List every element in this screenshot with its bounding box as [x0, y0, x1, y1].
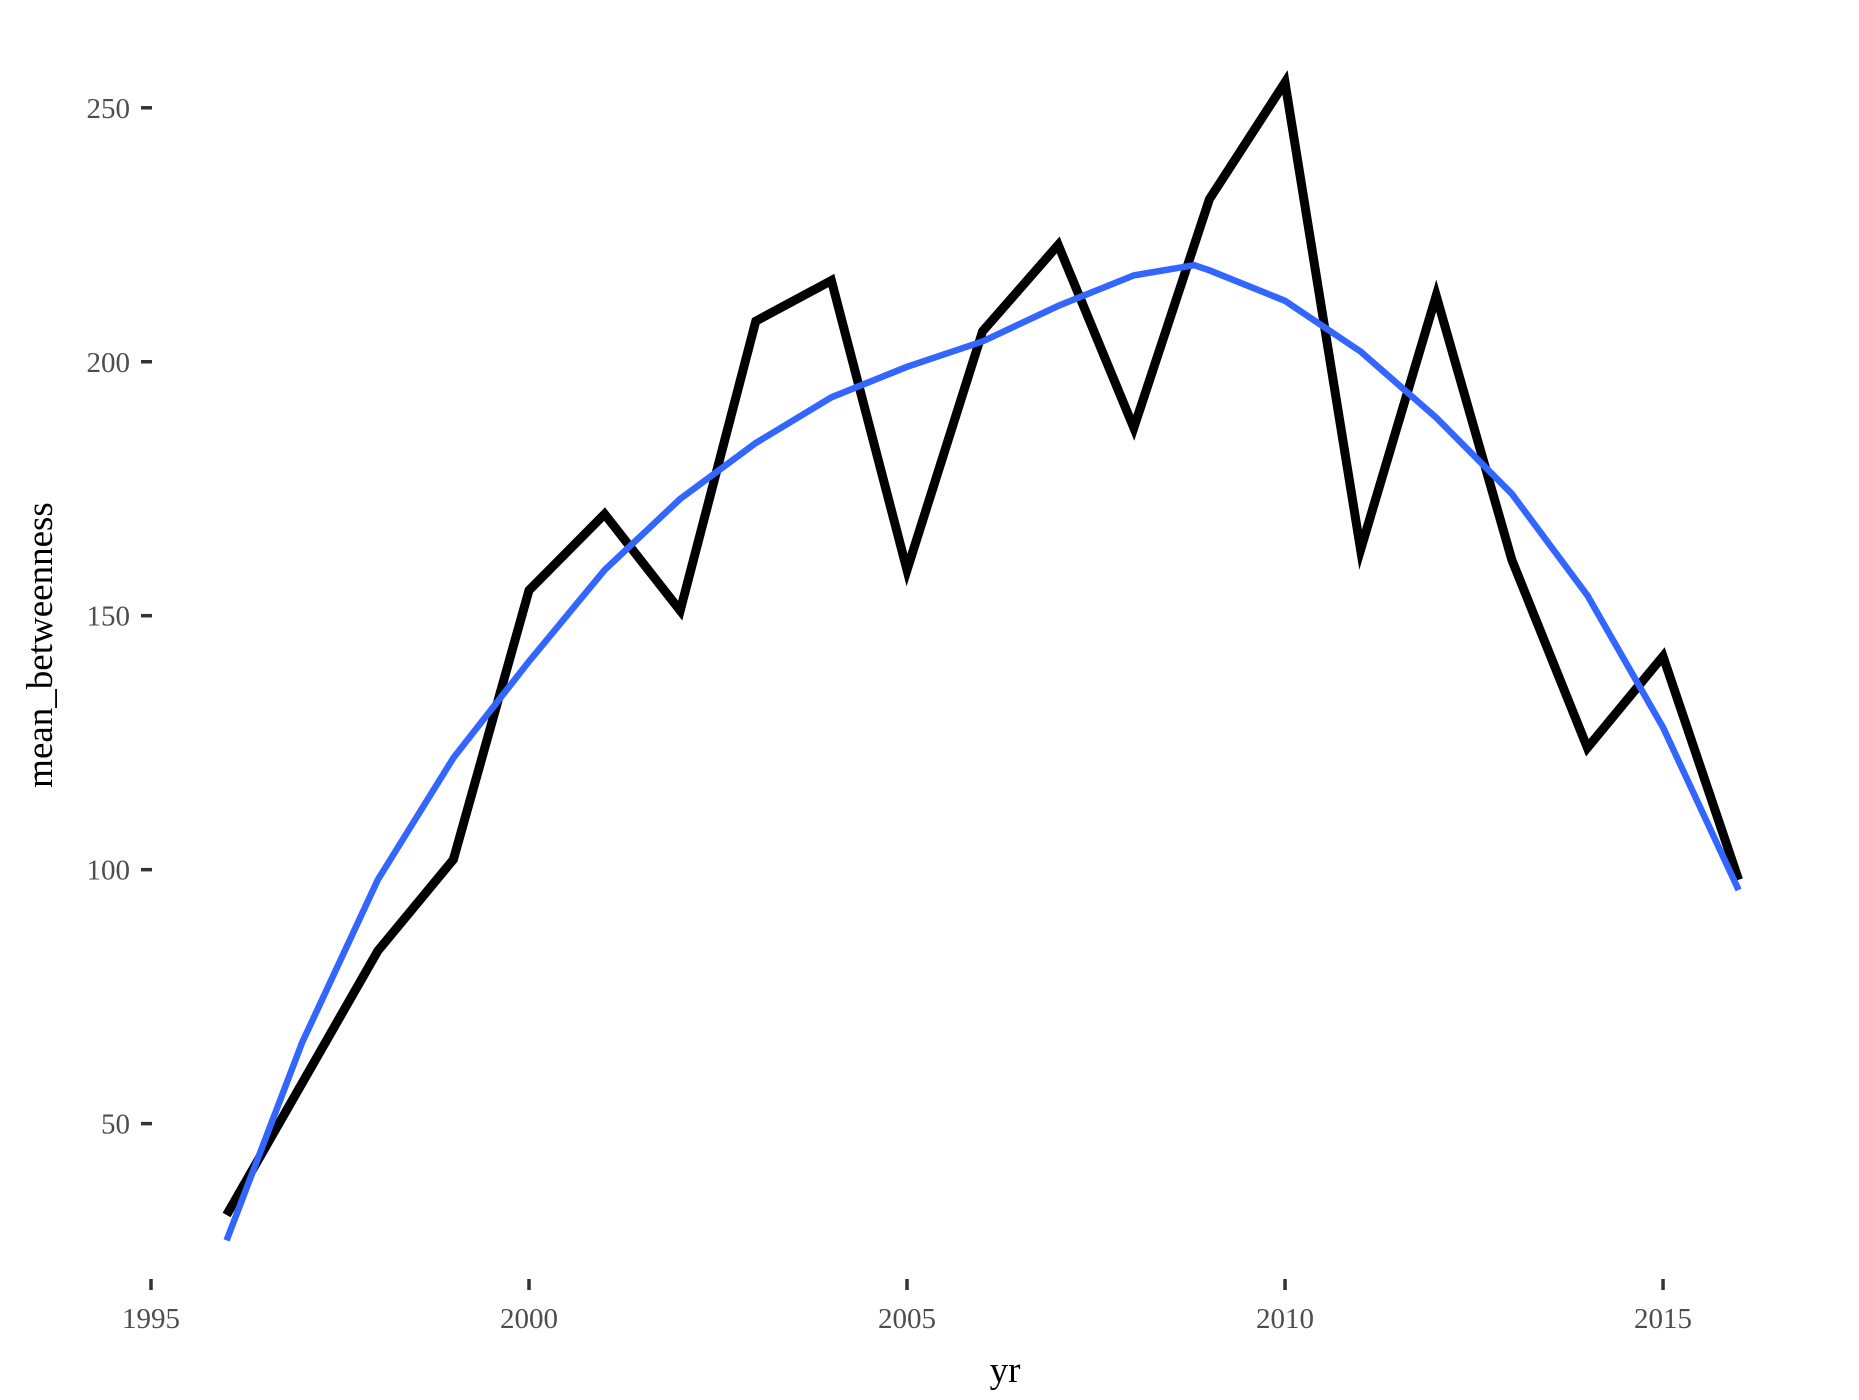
- y-axis: 50 100 150 200 250: [87, 93, 152, 1141]
- y-tick-label: 200: [87, 347, 131, 379]
- series-line-data: [222, 70, 1743, 1218]
- x-tick-label: 2000: [500, 1303, 558, 1335]
- x-axis-title: yr: [990, 1350, 1021, 1391]
- series-layer: [222, 70, 1743, 1242]
- y-axis-title: mean_betweenness: [20, 502, 61, 788]
- y-tick-label: 150: [87, 601, 131, 633]
- x-tick-label: 1995: [122, 1303, 180, 1335]
- x-tick-label: 2005: [878, 1303, 936, 1335]
- x-tick-label: 2015: [1634, 1303, 1692, 1335]
- y-tick-label: 100: [87, 855, 131, 887]
- x-tick-label: 2010: [1256, 1303, 1314, 1335]
- y-tick-label: 50: [101, 1109, 130, 1141]
- series-line-smooth: [223, 261, 1742, 1242]
- x-axis: 1995 2000 2005 2010 2015: [122, 1279, 1692, 1335]
- y-tick-label: 250: [87, 93, 131, 125]
